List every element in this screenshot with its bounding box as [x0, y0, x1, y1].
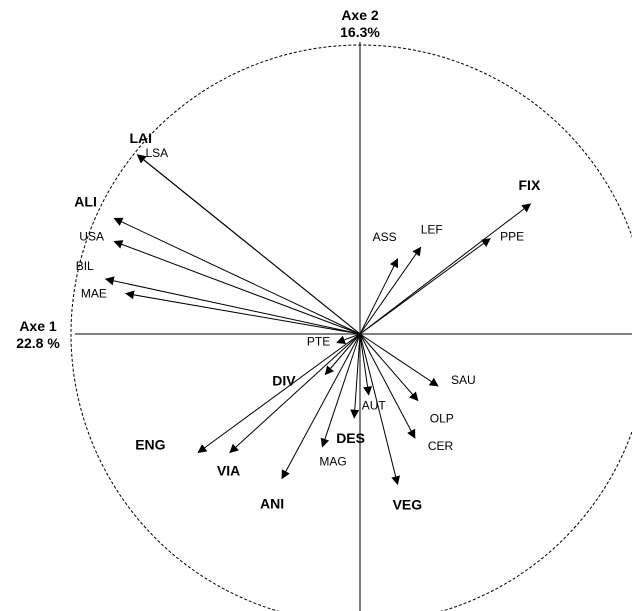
- vector-sau: [359, 333, 439, 387]
- vector-pte: [336, 333, 361, 345]
- vector-mae: [125, 290, 361, 335]
- label-cer: CER: [428, 439, 454, 453]
- label-sau: SAU: [451, 373, 476, 387]
- vector-olp: [359, 333, 419, 402]
- label-mag: MAG: [319, 455, 346, 469]
- vector-ani: [281, 333, 361, 480]
- axis1-inertia: 22.8 %: [16, 335, 60, 351]
- axis2-title: Axe 2 16.3%: [320, 7, 400, 41]
- vector-aut: [359, 333, 373, 396]
- label-lsa: LSA: [146, 146, 169, 160]
- label-ass: ASS: [373, 230, 397, 244]
- label-lef: LEF: [421, 222, 443, 236]
- axis1-title: Axe 1 22.8 %: [2, 318, 74, 352]
- label-via: VIA: [217, 463, 240, 479]
- label-aut: AUT: [362, 399, 387, 413]
- label-div: DIV: [272, 373, 296, 389]
- vector-lsa: [136, 154, 361, 335]
- label-mae: MAE: [81, 287, 107, 301]
- vector-ali: [113, 217, 361, 335]
- label-fix: FIX: [519, 177, 541, 193]
- label-ani: ANI: [260, 496, 284, 512]
- vector-ass: [359, 258, 399, 335]
- label-eng: ENG: [135, 437, 165, 453]
- vector-mag: [320, 333, 361, 448]
- vector-bil: [104, 276, 361, 335]
- label-olp: OLP: [430, 412, 454, 426]
- vector-des: [350, 333, 361, 419]
- label-usa: USA: [79, 230, 104, 244]
- vector-eng: [197, 333, 361, 454]
- vector-cer: [359, 333, 416, 439]
- label-des: DES: [336, 430, 365, 446]
- vector-lef: [359, 246, 422, 335]
- vector-usa: [113, 240, 361, 335]
- label-lai: LAI: [130, 130, 153, 146]
- axis2-name: Axe 2: [341, 7, 379, 23]
- variable-vectors: [104, 154, 532, 486]
- vector-veg: [359, 333, 400, 486]
- label-veg: VEG: [393, 496, 423, 512]
- label-bil: BIL: [76, 259, 94, 273]
- vector-div: [324, 333, 361, 376]
- label-ali: ALI: [74, 193, 97, 209]
- label-pte: PTE: [307, 335, 330, 349]
- label-ppe: PPE: [500, 230, 524, 244]
- axis2-inertia: 16.3%: [340, 24, 380, 40]
- correlation-circle: [70, 44, 632, 611]
- axis1-name: Axe 1: [19, 318, 57, 334]
- vector-ppe: [359, 238, 491, 335]
- vector-via: [229, 333, 361, 454]
- vector-fix: [359, 203, 532, 335]
